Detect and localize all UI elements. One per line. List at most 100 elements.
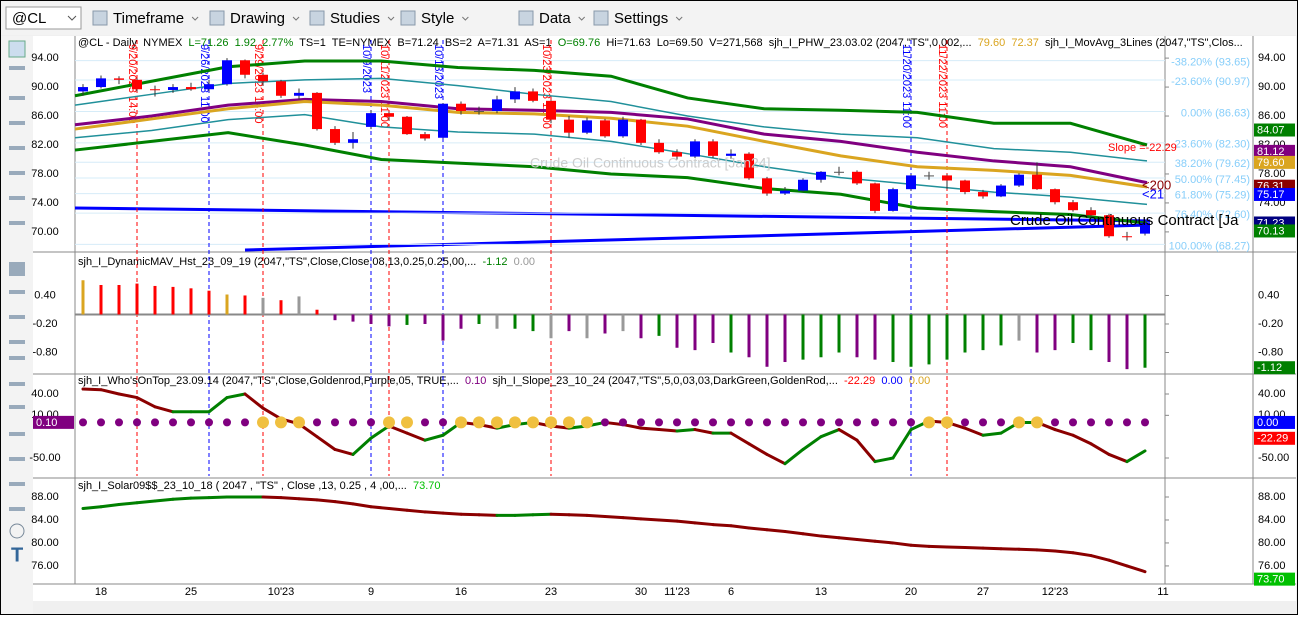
menu-icon[interactable] bbox=[309, 10, 325, 26]
indicator-line bbox=[153, 497, 175, 503]
candle-body bbox=[1104, 215, 1114, 237]
indicator-line bbox=[135, 499, 157, 505]
slope-dot bbox=[871, 418, 879, 427]
menu-item[interactable]: Data bbox=[539, 10, 571, 27]
moving-average bbox=[74, 100, 1148, 189]
indicator-line bbox=[801, 532, 823, 538]
menu-item[interactable]: Style bbox=[421, 10, 454, 27]
slope-dot bbox=[1051, 418, 1059, 427]
title-part: 0.00 bbox=[903, 375, 931, 387]
indicator-line bbox=[153, 405, 175, 414]
indicator-line bbox=[261, 495, 283, 500]
menu-icon[interactable] bbox=[209, 10, 225, 26]
candle-body bbox=[258, 74, 268, 82]
menu-item[interactable]: Studies bbox=[330, 10, 380, 27]
tool-column bbox=[1, 36, 33, 614]
annotation-label: 10/13/2023 bbox=[432, 44, 444, 99]
histogram-bar bbox=[873, 314, 877, 360]
title-part: -22.29 bbox=[844, 375, 875, 387]
indicator-line bbox=[675, 428, 697, 433]
slope-dot bbox=[997, 418, 1005, 427]
indicator-line bbox=[675, 519, 697, 525]
slope-dot bbox=[383, 416, 395, 429]
y-tick-label: 90.00 bbox=[31, 81, 59, 93]
candle-body bbox=[978, 192, 988, 197]
slope-dot bbox=[563, 416, 575, 429]
candle-body bbox=[834, 171, 844, 173]
indicator-line bbox=[117, 392, 139, 400]
chart-layer: Timeframe Drawing Studies Style Data Settings… bbox=[29, 10, 1295, 598]
indicator-line bbox=[1089, 442, 1111, 456]
indicator-line bbox=[1071, 433, 1093, 446]
menu-icon[interactable] bbox=[400, 10, 416, 26]
candle-body bbox=[1140, 222, 1150, 234]
symbol-box[interactable] bbox=[5, 6, 82, 30]
candle-body bbox=[96, 78, 106, 88]
histogram-bar bbox=[639, 314, 643, 339]
candle-body bbox=[852, 171, 862, 184]
histogram-bar bbox=[1071, 314, 1075, 343]
menu-icon[interactable] bbox=[593, 10, 609, 26]
candle-body bbox=[1050, 189, 1060, 203]
histogram-bar bbox=[855, 314, 859, 358]
slope-dot bbox=[313, 418, 321, 427]
y-tick-label: 78.00 bbox=[1258, 168, 1286, 180]
value-tag bbox=[33, 415, 74, 429]
menu-icon[interactable] bbox=[518, 10, 534, 26]
histogram-bar bbox=[333, 314, 337, 321]
histogram-bar bbox=[171, 286, 175, 315]
candle-body bbox=[816, 171, 826, 180]
indicator-line bbox=[513, 513, 535, 517]
x-tick-label: 25 bbox=[185, 586, 197, 598]
y-tick-label: 70.00 bbox=[31, 226, 59, 238]
menu-item[interactable]: Settings bbox=[614, 10, 668, 27]
menu-item[interactable]: Timeframe bbox=[113, 10, 184, 27]
text-tool[interactable]: T bbox=[11, 544, 23, 566]
slope-dot bbox=[455, 416, 467, 429]
title-part: 0.00 bbox=[508, 256, 536, 268]
candle-body bbox=[294, 92, 304, 96]
slope-dot bbox=[889, 418, 897, 427]
menu-icon[interactable] bbox=[92, 10, 108, 26]
candle-body bbox=[960, 180, 970, 193]
indicator-line bbox=[783, 447, 805, 466]
symbol[interactable]: @CL bbox=[12, 10, 46, 27]
candle-body bbox=[276, 81, 286, 96]
candle-body bbox=[492, 99, 502, 111]
y-tick-label: -0.80 bbox=[1258, 346, 1283, 358]
indicator-line bbox=[783, 529, 805, 536]
candle-body bbox=[456, 103, 466, 111]
tool-icons[interactable] bbox=[8, 40, 26, 539]
fib-label: -38.20% (93.65) bbox=[1171, 57, 1250, 69]
indicator-line bbox=[621, 423, 643, 430]
indicator-line bbox=[333, 500, 355, 506]
slope-dot bbox=[961, 418, 969, 427]
slope-dot bbox=[151, 418, 159, 427]
indicator-line bbox=[1017, 547, 1039, 552]
indicator-line bbox=[171, 496, 193, 501]
candle-body bbox=[1014, 174, 1024, 186]
title-part: 0.10 bbox=[465, 375, 486, 387]
slope-dot bbox=[1013, 416, 1025, 429]
title-part: TS=1 TE=NYMEX B=71.24 BS=2 A=71.31 AS=1 bbox=[293, 37, 557, 49]
value-tag-label: 0.00 bbox=[1257, 417, 1278, 429]
pane-title: @CL - Daily NYMEX L=71.26 1.92 2.77% TS=… bbox=[78, 37, 1243, 49]
candle-body bbox=[348, 139, 358, 143]
value-tag-label: 79.60 bbox=[1257, 157, 1285, 169]
slope-dot bbox=[745, 418, 753, 427]
menu-item[interactable]: Drawing bbox=[230, 10, 285, 27]
histogram-bar bbox=[387, 314, 391, 327]
value-tag-label: 70.13 bbox=[1257, 225, 1285, 237]
candle-body bbox=[132, 79, 142, 90]
candle-body bbox=[438, 103, 448, 138]
candle-body bbox=[114, 78, 124, 80]
histogram-bar bbox=[909, 314, 913, 367]
slope-dot bbox=[421, 418, 429, 427]
candle-body bbox=[996, 185, 1006, 197]
x-tick-label: 30 bbox=[635, 586, 647, 598]
histogram-bar bbox=[585, 314, 589, 339]
histogram-bar bbox=[837, 314, 841, 353]
slope-dot bbox=[581, 416, 593, 429]
slope-dot bbox=[257, 416, 269, 429]
indicator-line bbox=[657, 518, 679, 523]
